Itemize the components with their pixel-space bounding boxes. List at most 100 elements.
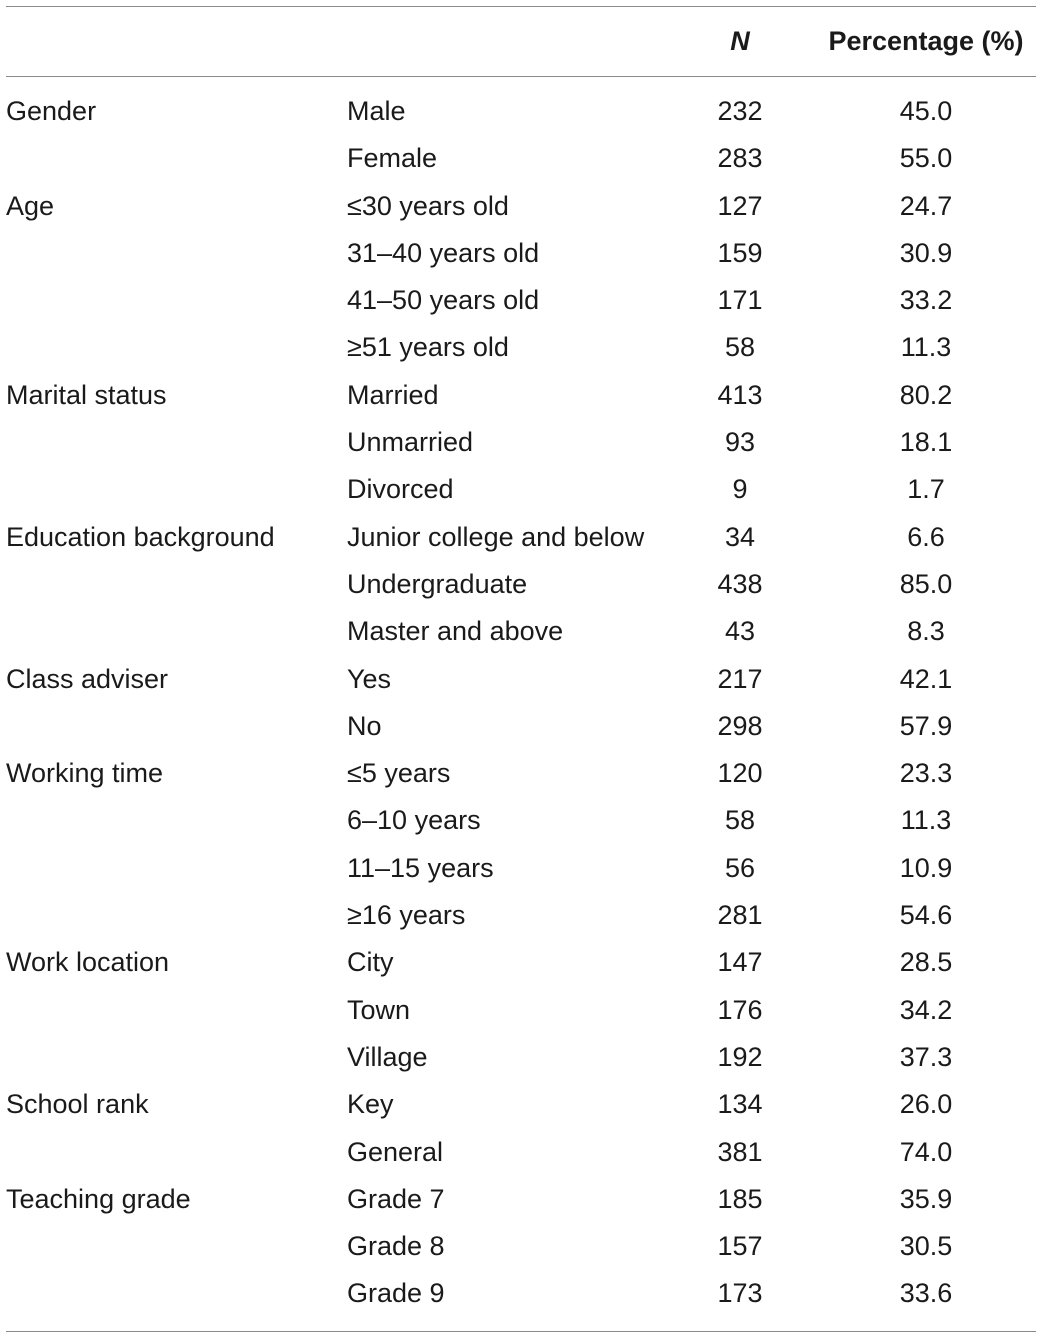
row-count: 159 [717, 237, 763, 268]
row-subcategory: ≤5 years [347, 758, 451, 789]
table-row: Teaching grade Grade 7 185 35.9 [0, 1176, 1040, 1223]
row-count: 438 [717, 568, 763, 599]
table-row: 6–10 years 58 11.3 [0, 797, 1040, 844]
row-subcategory: Master and above [347, 616, 564, 647]
row-percentage: 85.0 [899, 568, 953, 599]
table-row: 41–50 years old 171 33.2 [0, 277, 1040, 324]
row-percentage: 45.0 [899, 96, 953, 126]
table-row: Female 283 55.0 [0, 135, 1040, 182]
row-count: 34 [724, 521, 756, 552]
row-percentage: 33.6 [899, 1278, 953, 1309]
row-subcategory: Grade 8 [347, 1231, 445, 1262]
row-category: Class adviser [6, 663, 169, 694]
row-count: 185 [717, 1183, 763, 1214]
row-category: School rank [6, 1089, 149, 1120]
row-percentage: 35.9 [899, 1183, 953, 1214]
table-row: 11–15 years 56 10.9 [0, 845, 1040, 892]
row-subcategory: General [347, 1136, 444, 1167]
row-percentage: 1.7 [907, 474, 945, 505]
row-subcategory: Key [347, 1089, 394, 1120]
table-row: Master and above 43 8.3 [0, 608, 1040, 655]
row-count: 43 [724, 616, 756, 647]
row-count: 192 [717, 1041, 763, 1072]
row-percentage: 23.3 [899, 758, 953, 789]
table-row: Unmarried 93 18.1 [0, 419, 1040, 466]
table-row: Age ≤30 years old 127 24.7 [0, 183, 1040, 230]
row-subcategory: Female [347, 143, 438, 174]
column-header-n: N [730, 26, 750, 56]
table-body: Gender Male 232 45.0 Female 283 55.0 Age ≤30 yea… [0, 88, 1040, 1318]
row-percentage: 74.0 [899, 1136, 953, 1167]
row-count: 134 [717, 1089, 763, 1120]
row-percentage: 80.2 [899, 379, 953, 410]
row-subcategory: Town [347, 994, 411, 1025]
row-subcategory: No [347, 710, 382, 741]
row-subcategory: Yes [347, 663, 392, 694]
column-header-percentage: Percentage (%) [828, 26, 1024, 56]
row-count: 93 [724, 427, 756, 458]
row-subcategory: Grade 7 [347, 1183, 445, 1214]
row-count: 281 [717, 900, 763, 931]
row-count: 147 [717, 947, 763, 978]
row-category: Work location [6, 947, 170, 978]
row-count: 413 [717, 379, 763, 410]
row-category: Education background [6, 521, 275, 552]
table-row: ≥16 years 281 54.6 [0, 892, 1040, 939]
table-row: Grade 8 157 30.5 [0, 1223, 1040, 1270]
table-header-rule [6, 76, 1036, 77]
row-count: 120 [717, 758, 763, 789]
row-count: 232 [717, 96, 763, 126]
row-percentage: 28.5 [899, 947, 953, 978]
table-row: Undergraduate 438 85.0 [0, 561, 1040, 608]
row-percentage: 37.3 [899, 1041, 953, 1072]
table-row: Marital status Married 413 80.2 [0, 372, 1040, 419]
row-subcategory: Married [347, 379, 439, 410]
row-category: Working time [6, 758, 164, 789]
table-row: Gender Male 232 45.0 [0, 88, 1040, 135]
row-percentage: 8.3 [907, 616, 945, 647]
row-subcategory: Divorced [347, 474, 454, 505]
row-subcategory: Undergraduate [347, 568, 528, 599]
row-percentage: 30.5 [899, 1231, 953, 1262]
row-count: 298 [717, 710, 763, 741]
row-category: Marital status [6, 379, 167, 410]
row-percentage: 10.9 [899, 852, 953, 883]
row-subcategory: ≥16 years [347, 900, 466, 931]
row-category: Teaching grade [6, 1183, 191, 1214]
row-subcategory: 6–10 years [347, 805, 481, 836]
row-percentage: 24.7 [899, 190, 953, 221]
row-count: 56 [724, 852, 756, 883]
row-subcategory: City [347, 947, 394, 978]
table-row: ≥51 years old 58 11.3 [0, 324, 1040, 371]
row-percentage: 34.2 [899, 994, 953, 1025]
row-count: 171 [717, 285, 763, 316]
row-percentage: 30.9 [899, 237, 953, 268]
table-row: Education background Junior college and b… [0, 514, 1040, 561]
table-row: Work location City 147 28.5 [0, 939, 1040, 986]
row-count: 283 [717, 143, 763, 174]
row-percentage: 55.0 [899, 143, 953, 174]
row-category: Gender [6, 96, 97, 126]
table-bottom-rule [6, 1331, 1036, 1332]
table-row: Town 176 34.2 [0, 987, 1040, 1034]
row-subcategory: ≤30 years old [347, 190, 509, 221]
table-row: No 298 57.9 [0, 703, 1040, 750]
row-subcategory: Unmarried [347, 427, 474, 458]
row-percentage: 11.3 [900, 805, 952, 836]
table-row: Grade 9 173 33.6 [0, 1270, 1040, 1317]
row-percentage: 18.1 [899, 427, 953, 458]
row-percentage: 6.6 [907, 521, 945, 552]
row-percentage: 26.0 [899, 1089, 953, 1120]
table-row: School rank Key 134 26.0 [0, 1081, 1040, 1128]
row-subcategory: 41–50 years old [347, 285, 540, 316]
table-row: Working time ≤5 years 120 23.3 [0, 750, 1040, 797]
row-count: 176 [717, 994, 763, 1025]
table-row: Village 192 37.3 [0, 1034, 1040, 1081]
row-count: 173 [717, 1278, 763, 1309]
row-percentage: 57.9 [899, 710, 953, 741]
table-row: Class adviser Yes 217 42.1 [0, 656, 1040, 703]
row-count: 157 [717, 1231, 763, 1262]
row-category: Age [6, 190, 55, 221]
row-count: 9 [732, 474, 748, 505]
row-percentage: 33.2 [899, 285, 953, 316]
